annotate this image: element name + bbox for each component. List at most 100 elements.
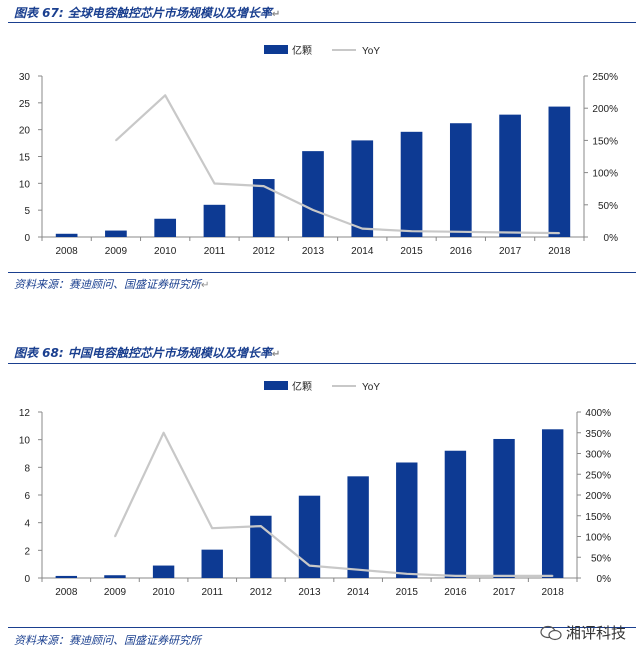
yoy-point bbox=[357, 568, 359, 571]
bar bbox=[154, 218, 177, 237]
legend-bar-label: 亿颗 bbox=[292, 44, 312, 57]
legend-bar-swatch bbox=[264, 381, 288, 390]
return-mark: ↵ bbox=[271, 9, 281, 20]
bar bbox=[541, 429, 564, 578]
bar bbox=[302, 151, 324, 237]
bar bbox=[104, 575, 126, 578]
figure-67-chart: 亿颗 YoY 0 5 10 15 20 25 30 0% 50% 100% 150% 200% 250% 20… bbox=[19, 44, 619, 257]
figure-67-title: 图表 67: 全球电容触控芯片市场规模以及增长率↵ bbox=[14, 4, 280, 21]
legend-bar-label: 亿颗 bbox=[292, 380, 312, 393]
yoy-point bbox=[308, 564, 311, 567]
x-tick-label: 2013 bbox=[302, 246, 325, 257]
yoy-series-line bbox=[115, 94, 560, 235]
bar bbox=[298, 495, 321, 578]
bar bbox=[55, 575, 78, 578]
bar bbox=[203, 204, 226, 237]
x-tick-label: 2018 bbox=[548, 246, 571, 257]
yoy-point bbox=[213, 182, 216, 185]
y-tick-label: 0 bbox=[24, 574, 30, 585]
y2-tick-label: 200% bbox=[592, 104, 618, 115]
y-tick-label: 4 bbox=[24, 519, 30, 530]
x-tick-label: 2009 bbox=[104, 587, 127, 598]
x-tick-label: 2017 bbox=[493, 587, 516, 598]
y-tick-label: 30 bbox=[19, 72, 31, 83]
yoy-point bbox=[509, 231, 511, 234]
x-tick-label: 2016 bbox=[450, 246, 473, 257]
figure-68-source-text: 资料来源：赛迪顾问、国盛证券研究所 bbox=[14, 634, 201, 647]
figure-68-bottom-rule bbox=[8, 627, 636, 628]
x-tick-label: 2012 bbox=[250, 587, 273, 598]
x-tick-label: 2015 bbox=[400, 246, 423, 257]
figure-67-source-text: 资料来源：赛迪顾问、国盛证券研究所 bbox=[14, 278, 201, 291]
bar bbox=[449, 123, 472, 237]
y2-tick-label: 50% bbox=[598, 201, 618, 212]
y2-tick-label: 100% bbox=[592, 169, 618, 180]
figure-68-top-rule bbox=[8, 363, 636, 364]
wechat-icon bbox=[540, 625, 562, 640]
figure-67-title-text: 图表 67: 全球电容触控芯片市场规模以及增长率 bbox=[14, 6, 272, 20]
x-tick-label: 2018 bbox=[542, 587, 565, 598]
watermark-text: 湘评科技 bbox=[565, 624, 626, 642]
figure-68-title: 图表 68: 中国电容触控芯片市场规模以及增长率↵ bbox=[14, 344, 280, 361]
bar bbox=[396, 462, 418, 578]
bar bbox=[201, 549, 223, 578]
x-tick-label: 2013 bbox=[298, 587, 321, 598]
bar bbox=[548, 106, 571, 237]
y2-tick-label: 250% bbox=[585, 470, 611, 481]
yoy-point bbox=[115, 139, 117, 142]
y2-tick-label: 250% bbox=[592, 72, 618, 83]
figure-67-bottom-rule bbox=[8, 272, 636, 273]
yoy-point bbox=[361, 227, 364, 230]
x-tick-label: 2011 bbox=[201, 587, 223, 598]
y2-tick-label: 200% bbox=[585, 491, 611, 502]
yoy-series-line bbox=[114, 431, 553, 577]
x-tick-label: 2014 bbox=[347, 587, 370, 598]
y-tick-label: 6 bbox=[24, 491, 30, 502]
y2-tick-label: 50% bbox=[591, 553, 611, 564]
bar bbox=[105, 230, 127, 237]
bar bbox=[351, 140, 374, 237]
y-tick-label: 15 bbox=[19, 153, 31, 164]
yoy-point bbox=[164, 94, 166, 97]
bar bbox=[444, 450, 467, 578]
x-tick-label: 2014 bbox=[351, 246, 374, 257]
yoy-point bbox=[410, 230, 413, 233]
x-tick-label: 2010 bbox=[154, 246, 177, 257]
y2-tick-label: 150% bbox=[592, 136, 618, 147]
y2-tick-label: 0% bbox=[597, 574, 612, 585]
bar bbox=[347, 476, 369, 578]
yoy-point bbox=[211, 527, 214, 529]
bar bbox=[252, 179, 275, 237]
y-tick-label: 8 bbox=[24, 463, 30, 474]
y-tick-label: 5 bbox=[24, 206, 30, 217]
yoy-point bbox=[551, 575, 554, 577]
yoy-point bbox=[262, 185, 265, 187]
bar bbox=[400, 131, 423, 237]
x-tick-label: 2008 bbox=[56, 246, 79, 257]
y2-tick-label: 400% bbox=[585, 408, 611, 419]
legend-line-label: YoY bbox=[362, 46, 380, 57]
yoy-point bbox=[405, 573, 408, 575]
figure-68-title-text: 图表 68: 中国电容触控芯片市场规模以及增长率 bbox=[14, 346, 272, 360]
x-tick-label: 2011 bbox=[204, 246, 226, 257]
figure-68-source: 资料来源：赛迪顾问、国盛证券研究所 bbox=[14, 632, 201, 648]
figure-67-top-rule bbox=[8, 22, 636, 23]
yoy-point bbox=[503, 575, 505, 577]
legend-line-label: YoY bbox=[362, 382, 380, 393]
x-tick-label: 2009 bbox=[105, 246, 128, 257]
y2-tick-label: 150% bbox=[585, 512, 611, 523]
legend-bar-swatch bbox=[264, 45, 288, 54]
y2-tick-label: 100% bbox=[585, 533, 611, 544]
yoy-point bbox=[460, 231, 462, 233]
x-tick-label: 2015 bbox=[396, 587, 419, 598]
yoy-point bbox=[162, 431, 165, 434]
y2-tick-label: 0% bbox=[604, 233, 619, 244]
yoy-point bbox=[312, 209, 314, 211]
yoy-point bbox=[260, 525, 262, 527]
x-tick-label: 2010 bbox=[152, 587, 175, 598]
y-tick-label: 20 bbox=[19, 126, 31, 137]
x-tick-label: 2017 bbox=[499, 246, 522, 257]
y-tick-label: 10 bbox=[19, 179, 31, 190]
y-tick-label: 12 bbox=[19, 408, 31, 419]
yoy-point bbox=[454, 575, 457, 577]
